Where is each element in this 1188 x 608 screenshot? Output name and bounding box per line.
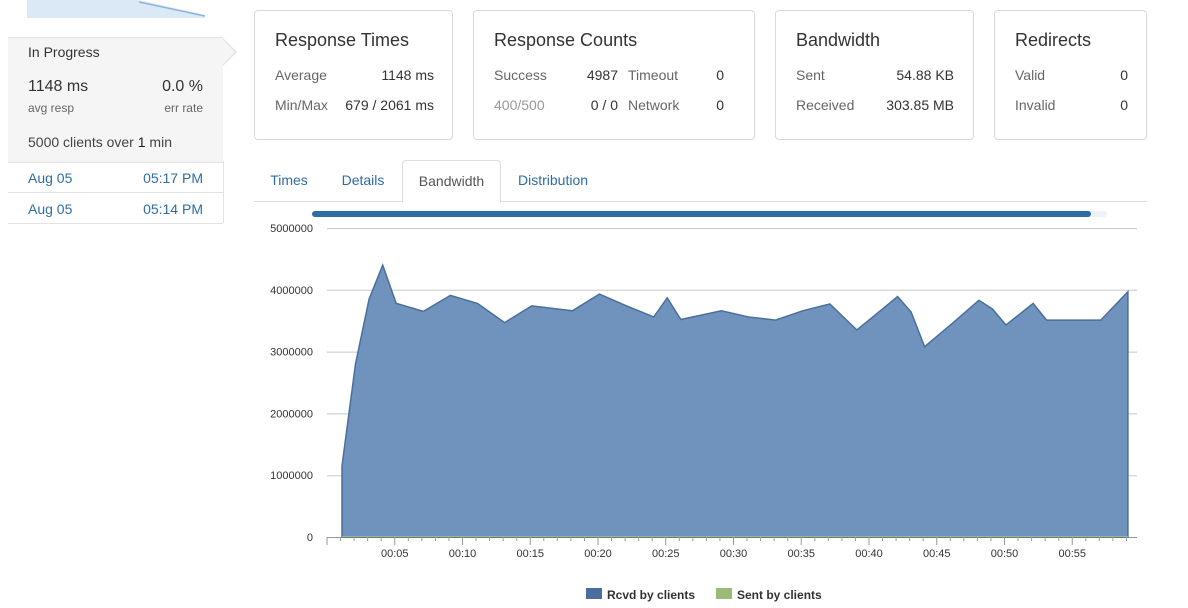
history-row[interactable]: Aug 05 05:17 PM xyxy=(8,162,223,193)
y-tick-label: 3000000 xyxy=(270,347,313,359)
sparkline-thumbnail xyxy=(27,0,207,18)
history-date[interactable]: Aug 05 xyxy=(28,170,73,186)
redirects-title: Redirects xyxy=(1015,30,1092,50)
response-counts-title: Response Counts xyxy=(494,30,638,50)
avg-resp-label: avg resp xyxy=(28,101,75,115)
legend-swatch xyxy=(586,588,602,599)
history-time[interactable]: 05:17 PM xyxy=(143,170,203,186)
redirects-card: Redirects Valid 0 Invalid 0 xyxy=(994,10,1147,140)
success-label: Success xyxy=(494,67,547,83)
x-tick-label: 00:55 xyxy=(1058,548,1086,560)
tab-distribution[interactable]: Distribution xyxy=(517,172,589,188)
chart-series xyxy=(341,262,1129,538)
average-value: 1148 ms xyxy=(381,67,434,83)
x-tick-label: 00:40 xyxy=(855,548,883,560)
y-tick-label: 5000000 xyxy=(270,223,313,235)
sparkline-svg xyxy=(27,0,206,18)
x-tick-label: 00:20 xyxy=(584,548,612,560)
history-date[interactable]: Aug 05 xyxy=(28,201,73,217)
tab-times[interactable]: Times xyxy=(270,172,308,188)
history-row[interactable]: Aug 05 05:14 PM xyxy=(8,193,223,224)
network-label: Network xyxy=(628,97,680,113)
received-value: 303.85 MB xyxy=(886,97,954,113)
response-times-title: Response Times xyxy=(275,30,410,50)
tab-bandwidth[interactable]: Bandwidth xyxy=(402,160,501,203)
current-run-card[interactable] xyxy=(8,37,223,163)
received-label: Received xyxy=(796,97,855,113)
response-counts-card: Response Counts Success 4987 Timeout 0 4… xyxy=(473,10,755,140)
response-times-card: Response Times Average 1148 ms Min/Max 6… xyxy=(254,10,453,140)
run-card-pointer-inner xyxy=(222,39,235,65)
err-rate-value: 0.0 % xyxy=(162,78,203,95)
clients-duration: 1 xyxy=(137,134,146,150)
tab-details[interactable]: Details xyxy=(341,172,385,188)
minmax-label: Min/Max xyxy=(275,97,328,113)
chart-legend: Rcvd by clients Sent by clients xyxy=(586,588,822,602)
x-tick-label: 00:35 xyxy=(787,548,815,560)
invalid-value: 0 xyxy=(1120,97,1128,113)
success-value: 4987 xyxy=(586,67,618,83)
err-rate-label: err rate xyxy=(164,101,203,115)
run-status: In Progress xyxy=(28,44,100,60)
tabs-baseline xyxy=(254,201,1147,202)
chart-axes: 0 1000000 2000000 3000000 4000000 5000000 00:0… xyxy=(270,223,1127,560)
x-tick-label: 00:10 xyxy=(449,548,477,560)
err-400-500-value: 0 / 0 xyxy=(590,97,618,113)
clients-summary: 5000 clients over 1 min xyxy=(28,134,172,150)
bandwidth-card: Bandwidth Sent 54.88 KB Received 303.85 … xyxy=(775,10,974,140)
x-tick-label: 00:45 xyxy=(923,548,951,560)
timeout-value: 0 xyxy=(716,67,724,83)
test-progress-bar xyxy=(312,211,1107,217)
minmax-value: 679 / 2061 ms xyxy=(345,97,434,113)
history-time[interactable]: 05:14 PM xyxy=(143,201,203,217)
bandwidth-chart: 0 1000000 2000000 3000000 4000000 5000000 00:0… xyxy=(270,223,1137,602)
y-tick-label: 4000000 xyxy=(270,285,313,297)
x-tick-label: 00:05 xyxy=(381,548,409,560)
network-value: 0 xyxy=(716,97,724,113)
average-label: Average xyxy=(275,67,327,83)
legend-label: Sent by clients xyxy=(737,588,822,602)
err-400-500-label: 400/500 xyxy=(494,97,545,113)
legend-swatch xyxy=(716,588,732,599)
bandwidth-title: Bandwidth xyxy=(796,30,881,50)
x-tick-label: 00:30 xyxy=(720,548,748,560)
valid-label: Valid xyxy=(1015,67,1046,83)
test-progress-fill xyxy=(312,211,1092,217)
y-tick-label: 1000000 xyxy=(270,470,313,482)
x-tick-label: 00:15 xyxy=(516,548,544,560)
series-area-rcvd xyxy=(341,262,1129,538)
x-tick-label: 00:25 xyxy=(652,548,680,560)
y-tick-label: 0 xyxy=(307,532,313,544)
y-tick-label: 2000000 xyxy=(270,408,313,420)
invalid-label: Invalid xyxy=(1015,97,1056,113)
timeout-label: Timeout xyxy=(628,67,679,83)
sent-value: 54.88 KB xyxy=(896,67,954,83)
legend-label: Rcvd by clients xyxy=(607,588,695,602)
x-tick-label: 00:50 xyxy=(991,548,1019,560)
clients-suffix: min xyxy=(145,134,172,150)
sent-label: Sent xyxy=(796,67,825,83)
avg-resp-value: 1148 ms xyxy=(28,78,89,95)
clients-prefix: 5000 clients over xyxy=(28,134,138,150)
valid-value: 0 xyxy=(1120,67,1128,83)
sidebar-divider xyxy=(223,161,224,223)
